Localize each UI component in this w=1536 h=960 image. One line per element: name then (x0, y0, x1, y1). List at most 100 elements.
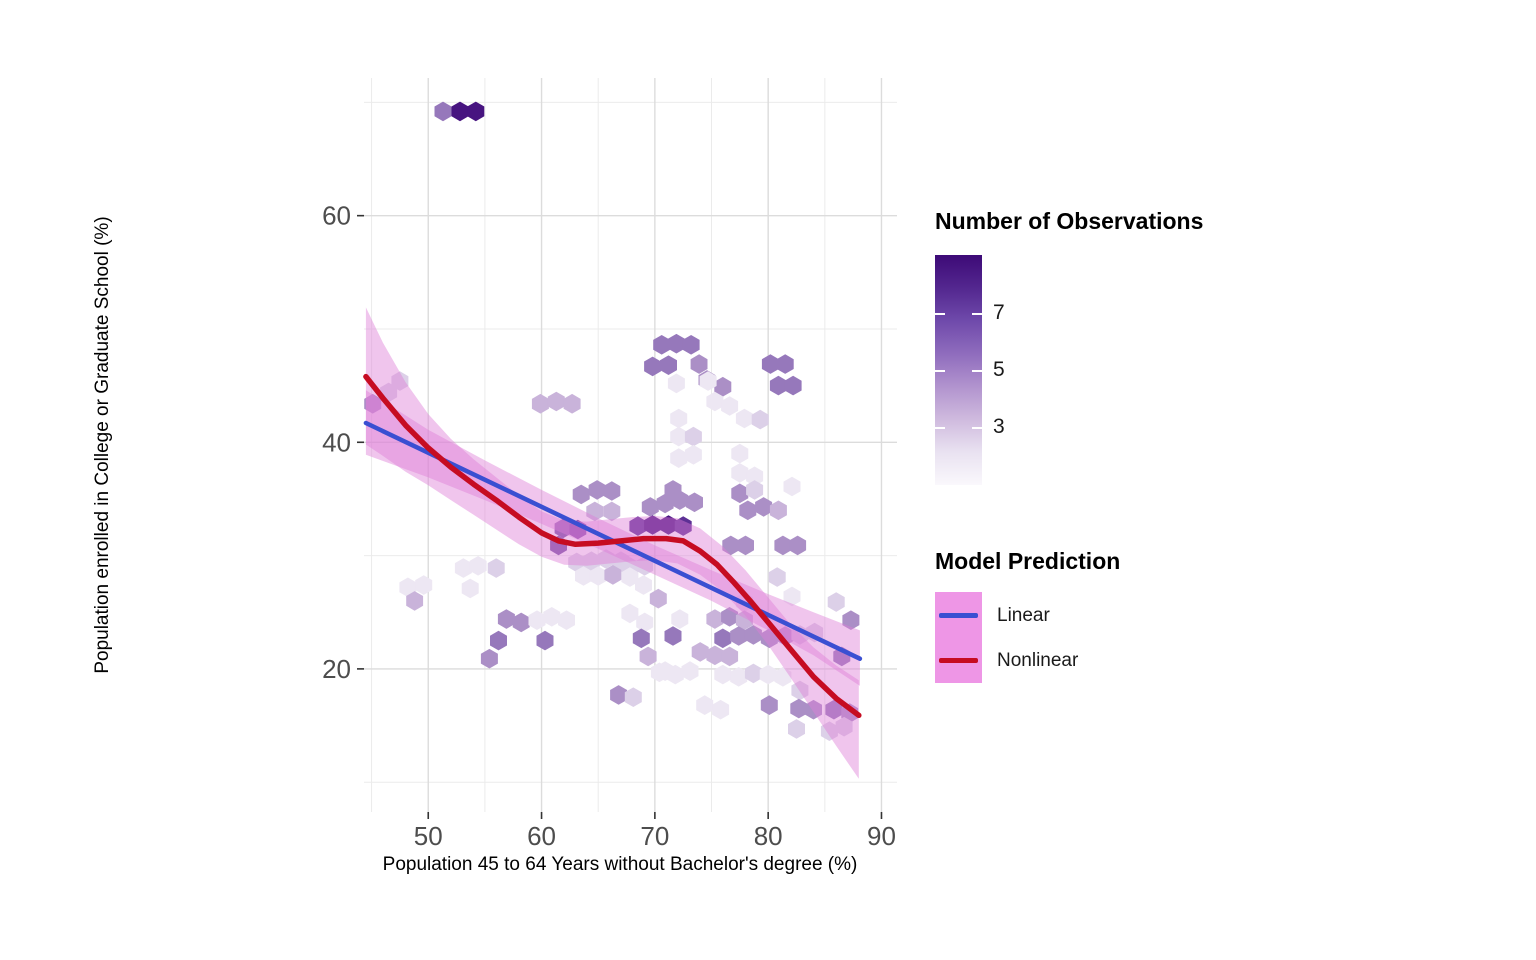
hex-bin (588, 480, 606, 500)
y-axis-title: Population enrolled in College or Gradua… (92, 216, 113, 674)
hex-bin (768, 567, 786, 587)
hex-bin (610, 685, 628, 705)
hex-bin (621, 567, 639, 587)
x-tick-label: 70 (640, 821, 669, 851)
hex-bin (603, 481, 621, 501)
hex-bin (391, 371, 409, 391)
x-tick-label: 80 (754, 821, 783, 851)
hex-bin (789, 535, 807, 556)
hex-bin (820, 721, 838, 741)
hex-bin (714, 376, 732, 397)
hex-bin (744, 625, 762, 645)
hex-bin (664, 480, 682, 500)
hex-bin (682, 335, 700, 355)
hex-bin (760, 628, 778, 649)
hex-bin (731, 463, 749, 483)
hex-bin (487, 558, 505, 578)
colorbar-tick-label: 7 (993, 301, 1005, 325)
hex-bin (399, 577, 417, 598)
hex-bin (730, 667, 748, 687)
hex-bin (751, 409, 769, 430)
hex-bin (721, 396, 739, 416)
hex-bin (639, 646, 657, 667)
hex-bin (706, 645, 724, 666)
colorbar-tick-mark (972, 426, 982, 429)
hex-bin (827, 592, 845, 612)
hex-bin (461, 578, 479, 599)
legend-model-title: Model Prediction (935, 548, 1121, 574)
hex-bin (791, 680, 809, 701)
hex-bin (774, 535, 792, 556)
hex-bin (451, 101, 469, 122)
hex-bin (568, 552, 586, 573)
hex-bin (759, 664, 777, 685)
hex-bin (684, 426, 702, 447)
hex-bin (415, 575, 433, 595)
hex-bin (512, 612, 530, 633)
hex-bin (691, 642, 709, 662)
hex-bin (706, 391, 724, 412)
legend-nonlinear-line (939, 658, 978, 663)
hex-bin (528, 610, 546, 630)
hex-bin (670, 448, 688, 468)
colorbar-tick-label: 3 (993, 414, 1005, 438)
hex-bin (755, 497, 773, 517)
hex-bin (721, 607, 739, 627)
x-tick-label: 60 (527, 821, 556, 851)
hex-bin (805, 699, 822, 720)
hex-bin (558, 610, 575, 630)
y-tick-label: 40 (322, 427, 351, 457)
nonlinear-fit-line (363, 373, 862, 719)
hex-bin (714, 664, 732, 685)
hex-bin (670, 426, 688, 447)
hex-bin (621, 603, 639, 624)
hex-bin (714, 628, 732, 649)
hex-bin (731, 483, 749, 504)
legend-label-nonlinear: Nonlinear (997, 650, 1079, 671)
hex-bin (774, 667, 792, 687)
hex-bin (547, 391, 565, 412)
hex-bin (644, 515, 662, 535)
hex-bin (842, 610, 860, 630)
hex-bin (706, 609, 724, 629)
legend-key-swatch (935, 592, 982, 683)
hex-bin (664, 626, 682, 646)
hex-bin (790, 698, 808, 719)
y-tick-label: 20 (322, 654, 351, 684)
hex-bin (650, 662, 668, 683)
hex-bin (696, 695, 714, 715)
hex-bin (744, 663, 762, 684)
hex-bin (667, 333, 685, 354)
hex-bin (722, 535, 740, 556)
hex-bin (586, 501, 604, 522)
hex-bin (635, 575, 652, 595)
hex-bin (636, 556, 654, 576)
hex-bin (746, 466, 764, 487)
hex-bin (699, 371, 717, 391)
hex-bin (684, 444, 702, 465)
legend-linear-line (939, 613, 978, 618)
hex-bin (543, 607, 561, 627)
hex-bin (666, 664, 684, 685)
hex-bin (406, 591, 424, 611)
hex-bin (632, 628, 650, 649)
hex-bin (783, 586, 801, 607)
hex-bin (776, 354, 794, 374)
hex-bin (572, 484, 590, 505)
legend-label-linear: Linear (997, 605, 1050, 626)
hex-bin (649, 588, 667, 609)
hex-bin (653, 335, 671, 355)
hex-bin (575, 566, 592, 586)
hex-bin (825, 699, 843, 720)
hex-bin (730, 626, 748, 646)
hex-bin (490, 630, 507, 651)
hex-bin (589, 566, 607, 586)
hex-bin (660, 515, 677, 535)
hex-bin (721, 646, 739, 667)
hex-bin (469, 556, 487, 576)
x-tick-label: 50 (414, 821, 443, 851)
hex-bin (674, 516, 692, 536)
hex-bin (660, 355, 677, 375)
hex-bin (760, 695, 778, 715)
